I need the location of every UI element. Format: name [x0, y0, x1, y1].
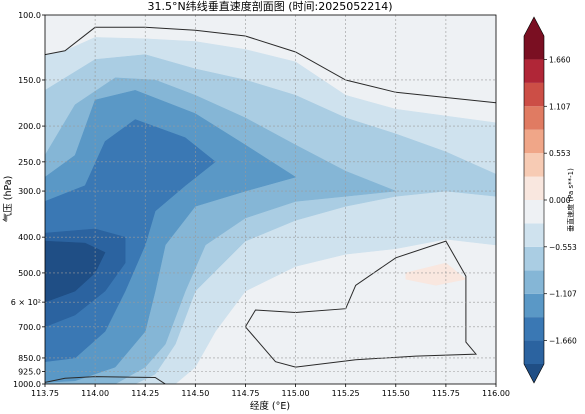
x-tick-label: 115.25 [332, 389, 360, 398]
y-axis-label: 气压 (hPa) [2, 176, 14, 223]
colorbar-tick-label: 0.000 [549, 196, 571, 205]
contour-region-positive-core [405, 262, 467, 286]
contour-fill-layer [45, 15, 496, 384]
x-tick-label: 114.75 [231, 389, 259, 398]
x-tick-label: 115.50 [382, 389, 410, 398]
colorbar-segment [524, 106, 544, 130]
colorbar-segment [524, 270, 544, 294]
y-tick-label: 700.0 [18, 323, 41, 332]
x-axis-ticks: 113.75 114.00 114.25 114.50 114.75 115.00 115.… [31, 384, 510, 398]
zero-contour-line-1 [45, 26, 496, 104]
x-tick-label: 113.75 [31, 389, 59, 398]
y-tick-label: 200.0 [18, 122, 41, 131]
grid-lines [45, 15, 496, 384]
colorbar-segment [524, 153, 544, 177]
x-tick-label: 115.75 [432, 389, 460, 398]
colorbar-segment [524, 176, 544, 200]
y-tick-label: 500.0 [18, 269, 41, 278]
colorbar-extend-max [524, 17, 544, 36]
colorbar: 1.660 1.107 0.553 0.000 −0.553 −1.107 −1.660 [523, 16, 577, 384]
colorbar-outline [523, 16, 545, 384]
chart-title: 31.5°N纬线垂直速度剖面图 (时间:2025052214) [148, 0, 393, 13]
x-axis-label: 经度 (°E) [250, 400, 290, 412]
colorbar-tick-label: 1.660 [549, 55, 571, 64]
zero-contour-line-2 [244, 240, 478, 368]
colorbar-tick-label: 1.107 [549, 102, 571, 111]
colorbar-segment [524, 82, 544, 107]
colorbar-tick-label: −1.107 [549, 290, 577, 299]
x-tick-label: 114.25 [131, 389, 159, 398]
colorbar-segment [524, 317, 544, 341]
y-tick-label: 925.0 [18, 368, 41, 377]
x-tick-label: 115.00 [282, 389, 310, 398]
plot-frame [44, 14, 497, 385]
colorbar-tick-label: −1.660 [549, 337, 577, 346]
colorbar-segment [524, 246, 544, 271]
x-tick-label: 114.00 [81, 389, 109, 398]
colorbar-segment [524, 293, 544, 318]
x-tick-label: 114.50 [181, 389, 209, 398]
colorbar-segment [524, 200, 544, 224]
y-tick-label: 850.0 [18, 354, 41, 363]
y-tick-label: 1000.0 [13, 380, 41, 389]
colorbar-segment [524, 223, 544, 247]
y-tick-label: 150.0 [18, 76, 41, 85]
colorbar-segment [524, 129, 544, 154]
x-tick-label: 116.00 [482, 389, 510, 398]
y-tick-label: 300.0 [18, 187, 41, 196]
y-tick-label: 100.0 [18, 11, 41, 20]
colorbar-segment [524, 59, 544, 83]
colorbar-segment [524, 36, 544, 60]
y-axis-ticks: 100.0 150.0 200.0 250.0 300.0 400.0 500.0 6 × 1… [11, 11, 45, 389]
y-tick-label: 250.0 [18, 158, 41, 167]
y-tick-label: 400.0 [18, 233, 41, 242]
colorbar-extend-min [524, 364, 544, 383]
y-tick-label: 6 × 10² [11, 298, 41, 307]
colorbar-segment [524, 340, 544, 364]
colorbar-label: 垂直速度 (Pa s**-1) [566, 168, 575, 232]
colorbar-tick-label: 0.553 [549, 149, 571, 158]
colorbar-tick-label: −0.553 [549, 243, 577, 252]
